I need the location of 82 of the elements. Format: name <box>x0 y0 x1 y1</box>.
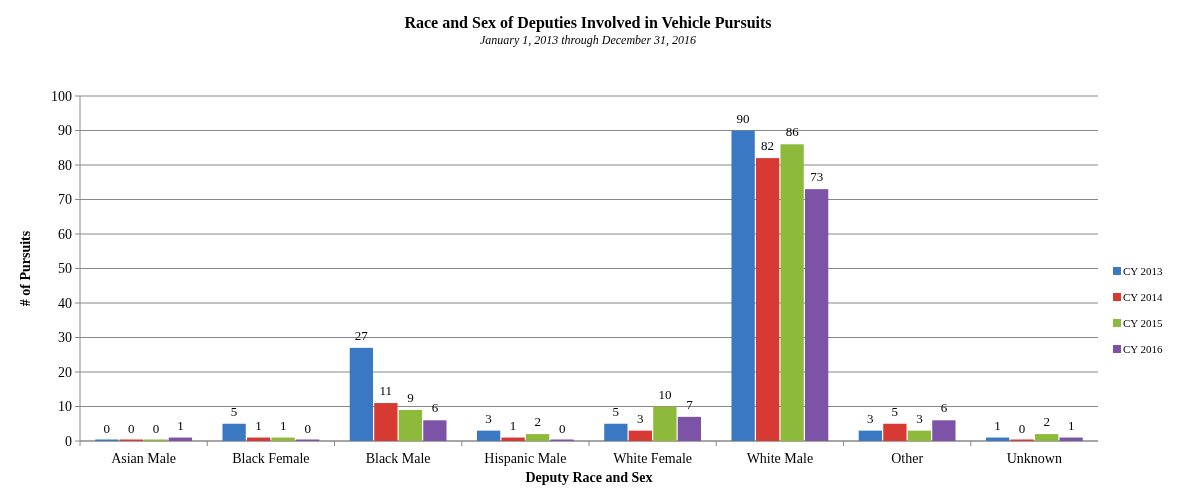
data-label: 3 <box>485 410 492 426</box>
data-label: 90 <box>736 110 750 126</box>
data-label: 11 <box>379 383 393 399</box>
y-tick-label: 10 <box>58 399 72 415</box>
bar <box>398 409 423 441</box>
x-tick-label: White Male <box>746 451 814 466</box>
legend-label: CY 2013 <box>1123 264 1164 277</box>
bar <box>1034 434 1059 441</box>
bar <box>858 430 883 441</box>
x-tick-label: Other <box>891 451 924 466</box>
data-label: 6 <box>431 400 439 416</box>
bar <box>677 416 702 441</box>
data-label: 5 <box>891 403 899 419</box>
bar <box>271 437 295 441</box>
data-label: 1 <box>279 417 287 433</box>
bar <box>423 420 447 441</box>
data-label: 2 <box>534 414 541 430</box>
x-tick-label: Black Female <box>232 451 310 466</box>
y-tick-label: 100 <box>51 88 72 104</box>
data-label: 27 <box>354 327 369 343</box>
legend-label: CY 2016 <box>1123 342 1164 355</box>
data-label: 2 <box>1043 414 1050 430</box>
y-tick-label: 30 <box>58 330 72 346</box>
bar <box>349 347 374 441</box>
data-label: 0 <box>103 421 111 436</box>
data-label: 1 <box>1067 417 1075 433</box>
bar <box>501 437 525 441</box>
y-tick-label: 20 <box>58 364 72 380</box>
y-tick-label: 50 <box>58 261 72 277</box>
bar <box>525 434 550 441</box>
data-label: 6 <box>940 400 948 416</box>
data-label: 0 <box>558 421 566 436</box>
bar <box>476 430 501 441</box>
data-label: 3 <box>637 410 644 426</box>
bar <box>731 130 755 441</box>
bar <box>374 403 398 441</box>
x-axis-title: Deputy Race and Sex <box>525 470 653 485</box>
chart-subtitle: January 1, 2013 through December 31, 2016 <box>479 33 697 47</box>
data-label: 1 <box>177 417 184 433</box>
data-label: 1 <box>994 417 1001 433</box>
bar <box>907 430 932 441</box>
bar <box>883 423 907 441</box>
y-tick-label: 80 <box>58 157 72 173</box>
x-tick-label: White Female <box>613 451 693 466</box>
data-label: 0 <box>128 421 135 436</box>
x-tick-label: Unknown <box>1006 451 1062 466</box>
bar <box>1059 437 1083 441</box>
data-label: 0 <box>1018 421 1026 436</box>
bar <box>755 158 780 441</box>
data-label: 7 <box>686 396 694 412</box>
y-tick-label: 40 <box>58 295 72 311</box>
legend-label: CY 2015 <box>1123 316 1164 329</box>
data-label: 3 <box>916 410 923 426</box>
data-label: 5 <box>230 403 238 419</box>
data-label: 9 <box>407 389 414 405</box>
y-tick-label: 60 <box>58 226 72 242</box>
data-label: 5 <box>612 403 620 419</box>
data-label: 73 <box>810 169 824 185</box>
y-tick-label: 90 <box>58 123 72 139</box>
bar <box>628 430 653 441</box>
bar <box>805 189 829 441</box>
x-tick-label: Black Male <box>365 451 431 466</box>
bar <box>653 406 677 441</box>
data-label: 1 <box>509 417 517 433</box>
chart-title: Race and Sex of Deputies Involved in Vehicle Pursuits <box>404 14 772 32</box>
y-axis-title: # of Pursuits <box>18 230 33 307</box>
data-label: 3 <box>867 410 874 426</box>
data-label: 1 <box>255 417 262 433</box>
x-tick-label: Asian Male <box>111 451 177 466</box>
data-label: 0 <box>304 421 311 436</box>
legend-label: CY 2014 <box>1123 290 1164 303</box>
bar <box>932 420 956 441</box>
bar <box>604 423 628 441</box>
bar <box>222 423 246 441</box>
data-label: 82 <box>761 138 775 154</box>
y-tick-label: 0 <box>65 433 72 449</box>
x-tick-label: Hispanic Male <box>484 451 567 466</box>
data-label: 10 <box>658 386 672 402</box>
y-tick-label: 70 <box>58 192 72 208</box>
data-label: 0 <box>152 421 160 436</box>
data-label: 86 <box>785 124 800 140</box>
bar <box>780 144 804 441</box>
